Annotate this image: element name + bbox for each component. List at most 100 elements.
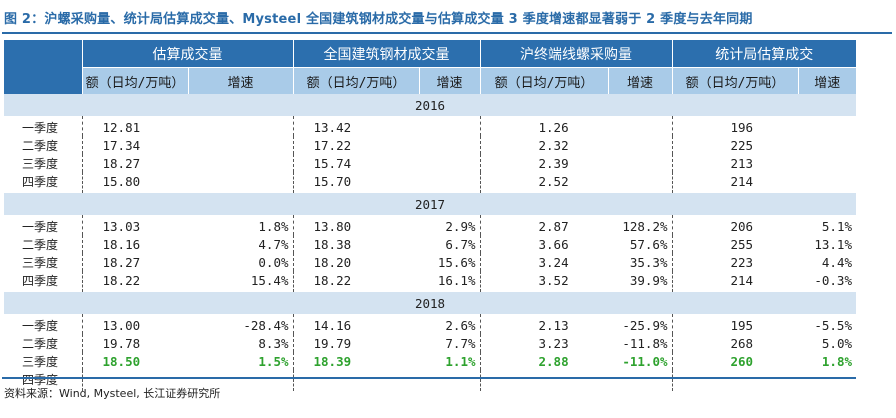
amount-cell: 13.80	[292, 215, 419, 235]
amount-cell: 2.32	[479, 136, 608, 154]
amount-cell: 3.24	[479, 253, 608, 271]
year-label: 2016	[4, 94, 856, 116]
growth-cell: 0.0%	[258, 254, 289, 270]
quarter-label: 四季度	[4, 172, 83, 193]
quarter-label: 二季度	[4, 235, 83, 253]
growth-cell	[419, 116, 480, 136]
amount-header: 额（日均/万吨）	[671, 67, 798, 94]
title-divider	[2, 32, 892, 34]
amount-header: 额（日均/万吨）	[479, 67, 608, 94]
amount-cell: 18.38	[292, 235, 419, 253]
quarter-label: 二季度	[4, 136, 83, 154]
growth-cell	[608, 172, 672, 193]
growth-cell: 5.0%	[821, 335, 852, 351]
growth-cell: -28.4%	[243, 317, 289, 333]
growth-cell	[608, 136, 672, 154]
growth-cell	[419, 154, 480, 172]
amount-cell: 2.39	[479, 154, 608, 172]
quarter-label: 三季度	[4, 253, 83, 271]
year-label: 2018	[4, 292, 856, 314]
growth-cell: -0.3%	[814, 272, 852, 288]
amount-cell: 195	[671, 314, 798, 334]
growth-cell: -11.0%	[622, 353, 668, 369]
quarter-label: 三季度	[4, 352, 83, 370]
growth-cell: 4.7%	[258, 236, 289, 252]
year-label: 2017	[4, 193, 856, 215]
growth-cell	[608, 116, 672, 136]
amount-cell: 18.27	[102, 155, 141, 171]
amount-cell: 18.27	[102, 254, 141, 270]
growth-cell: -25.9%	[622, 317, 668, 333]
growth-cell: -5.5%	[814, 317, 852, 333]
quarter-label: 四季度	[4, 370, 83, 391]
amount-cell: 225	[671, 136, 798, 154]
quarter-label: 三季度	[4, 154, 83, 172]
amount-cell: 196	[671, 116, 798, 136]
table-row: 三季度 18.27 0.0% 18.20 15.6% 3.24 35.3% 223 4.4%	[4, 253, 856, 271]
amount-cell: 3.23	[479, 334, 608, 352]
amount-cell: 214	[671, 271, 798, 292]
data-table: 估算成交量 全国建筑钢材成交量 沪终端线螺采购量 统计局估算成交 额（日均/万吨…	[4, 40, 856, 391]
amount-cell	[671, 370, 798, 391]
growth-header: 增速	[607, 67, 672, 94]
growth-cell: 8.3%	[258, 335, 289, 351]
table-row: 三季度 18.50 1.5% 18.39 1.1% 2.88 -11.0% 260 1.8%	[4, 352, 856, 370]
amount-cell: 255	[671, 235, 798, 253]
quarter-label: 一季度	[4, 314, 83, 334]
growth-cell	[798, 172, 856, 193]
growth-cell: 57.6%	[629, 236, 668, 252]
year-row: 2018	[4, 292, 856, 314]
amount-cell: 260	[671, 352, 798, 370]
growth-header: 增速	[797, 67, 856, 94]
growth-cell	[419, 172, 480, 193]
amount-cell: 268	[671, 334, 798, 352]
amount-cell: 19.78	[102, 335, 141, 351]
amount-cell: 14.16	[292, 314, 419, 334]
amount-cell: 3.52	[479, 271, 608, 292]
table-body: 2016 一季度 12.81 13.42 1.26 196 二季度 17.34 17.22 2.3…	[4, 94, 856, 391]
table-row: 一季度 12.81 13.42 1.26 196	[4, 116, 856, 136]
amount-cell: 1.26	[479, 116, 608, 136]
amount-cell: 18.39	[292, 352, 419, 370]
growth-cell: 7.7%	[445, 335, 476, 351]
growth-cell	[419, 370, 480, 391]
growth-cell: 2.6%	[445, 317, 476, 333]
amount-cell: 2.87	[479, 215, 608, 235]
bottom-divider	[2, 377, 856, 379]
growth-cell: 39.9%	[629, 272, 668, 288]
corner-cell	[4, 67, 82, 94]
amount-cell: 15.80	[102, 173, 141, 189]
quarter-label: 一季度	[4, 215, 83, 235]
growth-cell: 35.3%	[629, 254, 668, 270]
quarter-label: 四季度	[4, 271, 83, 292]
table-row: 二季度 19.78 8.3% 19.79 7.7% 3.23 -11.8% 268 5.0%	[4, 334, 856, 352]
growth-cell	[798, 116, 856, 136]
figure-title: 图 2：沪螺采购量、统计局估算成交量、Mysteel 全国建筑钢材成交量与估算成…	[4, 12, 753, 27]
amount-cell: 13.42	[292, 116, 419, 136]
amount-cell: 12.81	[102, 119, 141, 135]
growth-cell	[798, 370, 856, 391]
amount-cell: 13.03	[102, 218, 141, 234]
amount-cell: 223	[671, 253, 798, 271]
growth-cell: 5.1%	[821, 218, 852, 234]
growth-cell	[188, 172, 293, 193]
table-row: 一季度 13.00 -28.4% 14.16 2.6% 2.13 -25.9% 195 -5.5…	[4, 314, 856, 334]
group-header: 全国建筑钢材成交量	[292, 40, 480, 68]
table-row: 二季度 17.34 17.22 2.32 225	[4, 136, 856, 154]
amount-cell: 213	[671, 154, 798, 172]
growth-cell: 2.9%	[445, 218, 476, 234]
growth-cell: 1.1%	[445, 353, 476, 369]
amount-cell: 17.34	[102, 137, 141, 153]
growth-cell: 1.8%	[821, 353, 852, 369]
growth-cell	[188, 154, 293, 172]
amount-cell: 2.88	[479, 352, 608, 370]
group-header-row: 估算成交量 全国建筑钢材成交量 沪终端线螺采购量 统计局估算成交	[4, 40, 856, 68]
table-row: 一季度 13.03 1.8% 13.80 2.9% 2.87 128.2% 206 5.1%	[4, 215, 856, 235]
amount-header: 额（日均/万吨）	[292, 67, 419, 94]
amount-cell: 17.22	[292, 136, 419, 154]
table-row: 四季度	[4, 370, 856, 391]
group-header: 估算成交量	[81, 40, 293, 68]
growth-cell: 128.2%	[622, 218, 668, 234]
table-row: 二季度 18.16 4.7% 18.38 6.7% 3.66 57.6% 255 13.1%	[4, 235, 856, 253]
growth-cell	[188, 116, 293, 136]
